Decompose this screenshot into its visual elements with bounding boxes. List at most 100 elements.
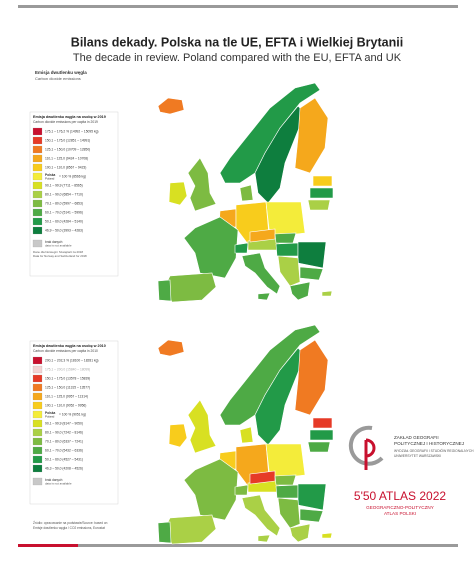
logo-atlas-sub: ATLAS POLSKI bbox=[384, 511, 416, 516]
legend-subtitle: Carbon dioxide emissions per capita in 2… bbox=[33, 349, 98, 353]
legend-label: 46,3 – 50,0 (4208 – 4526) bbox=[45, 466, 83, 470]
legend-swatch bbox=[32, 217, 43, 226]
footer-text: Emisje dwutlenku węgla / CO2 emissions, … bbox=[33, 526, 105, 530]
legend-swatch bbox=[32, 410, 43, 419]
legend-label: data is not available bbox=[45, 481, 72, 485]
logo-atlas-sub: GEOGRAFICZNO-POLITYCZNY bbox=[366, 505, 434, 510]
country-greece bbox=[289, 281, 311, 301]
legend-label: 150,1 – 175,0 (13578 – 15839) bbox=[45, 376, 90, 380]
section-title: Emisja dwutlenku węgla bbox=[35, 70, 87, 75]
country-france bbox=[183, 458, 239, 521]
legend-swatch bbox=[32, 154, 43, 163]
country-finland bbox=[294, 97, 329, 174]
logo-unit: ZAKŁAD GEOGRAFII bbox=[394, 435, 439, 440]
country-sicily bbox=[257, 534, 271, 543]
country-poland bbox=[265, 443, 306, 480]
legend-note: Data for Norway and Switzerland for 2018 bbox=[33, 254, 87, 258]
legend-label: 125,1 – 150,0 (11315 – 13577) bbox=[45, 385, 90, 389]
legend-swatch bbox=[32, 190, 43, 199]
country-hungary bbox=[275, 484, 299, 499]
legend-swatch bbox=[32, 437, 43, 446]
country-italy bbox=[241, 252, 281, 295]
country-czechia bbox=[249, 228, 276, 243]
legend-label: 175,1 – 200,0 (15840 – 18099) bbox=[45, 367, 90, 371]
country-sicily bbox=[257, 292, 271, 301]
bottom-accent bbox=[18, 544, 78, 547]
country-czechia bbox=[249, 470, 276, 485]
legend: Emisja dwutlenku węgla na osobę w 2010Ca… bbox=[29, 340, 119, 505]
legend-label: 175,1 – 176,2 % (14992 – 15095 kg) bbox=[45, 129, 99, 133]
country-bulgaria bbox=[299, 266, 324, 281]
legend-label: 80,1 – 90,0 (7242 – 8146) bbox=[45, 430, 83, 434]
country-uk bbox=[187, 399, 217, 454]
legend-swatch bbox=[32, 145, 43, 154]
legend-swatch bbox=[32, 477, 43, 486]
country-lithuania bbox=[307, 199, 331, 211]
map-2010 bbox=[157, 324, 334, 545]
country-finland bbox=[294, 339, 329, 416]
legend-label: = 100 % (9051 kg) bbox=[59, 412, 86, 416]
section-subtitle: Carbon dioxide emissions bbox=[35, 76, 81, 81]
country-denmark bbox=[239, 426, 254, 444]
legend-swatch bbox=[32, 208, 43, 217]
country-balkans bbox=[277, 255, 301, 287]
logo-university: UNIWERSYTET WARSZAWSKI bbox=[394, 454, 441, 458]
country-norway bbox=[219, 324, 321, 426]
legend-label: 100,1 – 110,0 (9052 – 9956) bbox=[45, 403, 86, 407]
legend-swatch bbox=[32, 136, 43, 145]
legend-label: 90,1 – 99,9 (8147 – 9050) bbox=[45, 421, 83, 425]
title: Bilans dekady. Polska na tle UE, EFTA i … bbox=[71, 35, 403, 49]
legend-label: 60,1 – 70,0 (5141 – 5996) bbox=[45, 210, 83, 214]
country-balkans bbox=[277, 497, 301, 529]
legend-title: Emisja dwutlenku węgla na osobę w 2010 bbox=[33, 344, 106, 348]
legend-label: 200,1 – 202,3 % (18100 – 18281 kg) bbox=[45, 358, 99, 362]
legend-label: 50,1 – 60,0 (4284 – 5140) bbox=[45, 219, 83, 223]
country-estonia bbox=[312, 175, 333, 187]
legend-swatch bbox=[32, 401, 43, 410]
country-slovakia bbox=[274, 232, 297, 244]
legend-swatch bbox=[32, 199, 43, 208]
country-estonia bbox=[312, 417, 333, 429]
legend-note: Dane dla Norwegii i Szwajcarii za 2018 bbox=[33, 250, 83, 254]
legend-swatch bbox=[32, 446, 43, 455]
country-portugal bbox=[157, 279, 172, 302]
legend-box bbox=[29, 340, 119, 505]
legend-label: 50,1 – 60,0 (4527 – 5431) bbox=[45, 457, 83, 461]
legend-label: 80,1 – 90,0 (6854 – 7710) bbox=[45, 192, 83, 196]
country-hungary bbox=[275, 242, 299, 257]
country-iceland bbox=[157, 339, 185, 357]
country-poland bbox=[265, 201, 306, 238]
country-latvia bbox=[309, 429, 334, 441]
legend-title: Emisja dwutlenku węgla na osobę w 2019 bbox=[33, 115, 106, 119]
legend-name: Polska bbox=[45, 411, 56, 415]
legend: Emisja dwutlenku węgla na osobę w 2019Ca… bbox=[29, 111, 119, 277]
legend-name-en: Poland bbox=[45, 414, 55, 418]
country-portugal bbox=[157, 521, 172, 544]
logo-unit: POLITYCZNEJ I HISTORYCZNEJ bbox=[394, 441, 464, 446]
logo-atlas: 5'50 ATLAS 2022 bbox=[354, 489, 446, 503]
country-switzerland bbox=[234, 484, 249, 496]
country-norway bbox=[219, 82, 321, 184]
country-cyprus bbox=[321, 290, 333, 297]
legend-swatch bbox=[32, 239, 43, 248]
legend-swatch bbox=[32, 127, 43, 136]
legend-label: = 100 % (8566 kg) bbox=[59, 174, 86, 178]
legend-swatch bbox=[32, 356, 43, 365]
country-slovakia bbox=[274, 474, 297, 486]
logo-p bbox=[364, 438, 376, 470]
legend-label: 70,1 – 80,0 (5997 – 6853) bbox=[45, 201, 83, 205]
country-romania bbox=[297, 241, 327, 269]
legend-label: brak danych bbox=[45, 478, 63, 482]
country-sweden bbox=[254, 105, 306, 204]
legend-label: 60,1 – 70,0 (5432 – 6336) bbox=[45, 448, 83, 452]
legend-swatch bbox=[32, 419, 43, 428]
country-iceland bbox=[157, 97, 185, 115]
logo-faculty: WYDZIAŁ GEOGRAFII I STUDIÓW REGIONALNYCH bbox=[394, 448, 474, 453]
legend-subtitle: Carbon dioxide emissions per capita in 2… bbox=[33, 120, 98, 124]
legend-swatch bbox=[32, 172, 43, 181]
legend-label: 150,1 – 175,0 (12851 – 14991) bbox=[45, 138, 90, 142]
legend-box bbox=[29, 111, 119, 277]
country-uk bbox=[187, 157, 217, 212]
